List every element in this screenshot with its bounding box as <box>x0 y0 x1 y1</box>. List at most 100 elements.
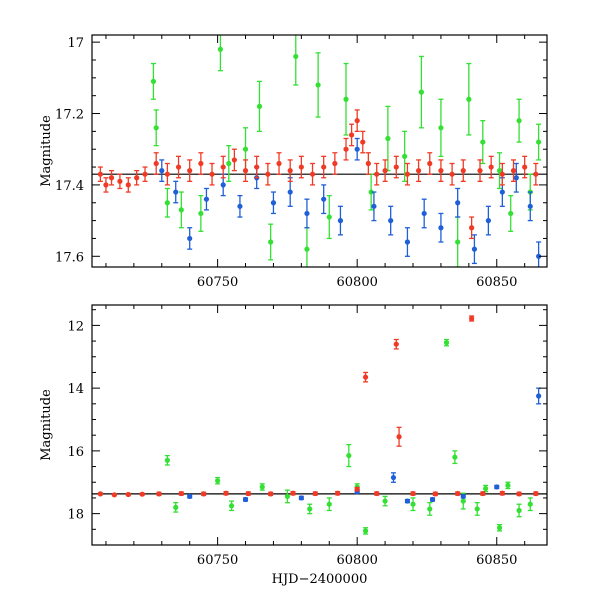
data-point <box>254 164 260 170</box>
data-point <box>427 160 433 167</box>
data-point <box>187 168 193 174</box>
data-point <box>315 82 321 88</box>
data-point <box>536 393 542 399</box>
series-1 <box>159 137 542 267</box>
data-point <box>287 168 293 174</box>
data-point <box>374 490 380 497</box>
data-point <box>438 168 444 174</box>
axes: 60750 60800 60850 17 17.2 17.4 17.6 Magnitude <box>39 35 547 290</box>
data-point <box>527 501 533 507</box>
data-point <box>108 175 115 181</box>
data-point <box>117 178 123 184</box>
data-point <box>309 171 316 177</box>
data-point <box>164 171 170 177</box>
data-point <box>223 490 229 496</box>
data-point <box>142 171 148 177</box>
data-point <box>460 498 466 504</box>
data-point <box>536 139 542 145</box>
y-tick-label: 12 <box>67 319 84 334</box>
data-point <box>259 484 265 490</box>
data-point <box>516 118 522 124</box>
data-point <box>516 491 522 497</box>
data-point <box>231 157 237 163</box>
axes: 60750 60800 60850 12 14 16 18 Magnitude HJD−2400… <box>39 305 547 587</box>
data-point <box>443 340 450 346</box>
data-point <box>164 200 170 206</box>
data-point <box>203 196 210 202</box>
data-point <box>153 125 159 131</box>
data-point <box>270 200 277 206</box>
data-point <box>510 168 517 174</box>
data-point <box>175 164 182 170</box>
data-point <box>178 490 184 497</box>
data-point <box>228 503 235 509</box>
data-point <box>268 491 274 497</box>
data-point <box>480 490 486 497</box>
data-point <box>516 507 522 514</box>
data-point <box>290 490 296 496</box>
data-point <box>139 491 145 497</box>
data-point <box>159 168 165 174</box>
data-point <box>242 146 249 152</box>
data-point <box>343 96 349 102</box>
data-point <box>245 490 251 497</box>
x-tick-label: 60750 <box>197 553 238 568</box>
y-tick-label: 17 <box>67 36 84 51</box>
y-tick-label: 17.6 <box>55 250 84 265</box>
data-point <box>522 164 528 170</box>
data-point <box>393 341 399 347</box>
data-point <box>404 239 411 245</box>
data-point <box>242 168 249 174</box>
data-point <box>321 164 327 170</box>
data-point <box>198 160 204 167</box>
series-2 <box>97 315 539 498</box>
y-tick-label: 17.4 <box>55 179 84 194</box>
series-1 <box>187 387 542 504</box>
data-point <box>173 504 179 510</box>
y-axis-label: Magnitude <box>39 389 54 461</box>
data-point <box>455 239 461 245</box>
data-point <box>533 171 539 177</box>
top-panel: 60750 60800 60850 17 17.2 17.4 17.6 Magnitude <box>39 34 548 290</box>
data-point <box>156 491 162 497</box>
data-point <box>362 374 369 380</box>
data-point <box>97 171 103 177</box>
y-axis-label: Magnitude <box>39 115 54 187</box>
data-point <box>513 175 519 181</box>
data-point <box>220 164 226 170</box>
data-point <box>469 225 475 231</box>
data-point <box>312 490 318 497</box>
data-point <box>293 53 299 60</box>
data-point <box>134 175 140 181</box>
data-point <box>354 486 360 492</box>
data-point <box>284 493 290 499</box>
data-point <box>215 478 221 484</box>
bottom-panel: 60750 60800 60850 12 14 16 18 Magnitude HJD−2400… <box>39 304 548 587</box>
plot-area <box>92 315 547 535</box>
data-point <box>460 493 466 499</box>
data-point <box>343 146 349 152</box>
data-point <box>368 189 374 195</box>
data-point <box>471 246 478 252</box>
data-point <box>198 210 204 217</box>
data-point <box>536 253 542 259</box>
data-point <box>496 168 503 174</box>
data-point <box>382 498 388 504</box>
data-point <box>173 189 179 195</box>
data-point <box>287 189 293 195</box>
data-point <box>201 491 207 497</box>
data-point <box>187 493 193 499</box>
x-tick-label: 60850 <box>476 275 517 290</box>
data-point <box>474 506 480 512</box>
data-point <box>385 135 391 142</box>
data-point <box>404 171 411 177</box>
data-point <box>268 239 274 245</box>
plot-area <box>92 35 547 267</box>
data-point <box>304 210 310 217</box>
data-point <box>469 315 475 322</box>
y-tick-label: 16 <box>67 445 84 460</box>
data-point <box>410 490 416 497</box>
x-tick-label: 60850 <box>476 553 517 568</box>
data-point <box>429 496 436 503</box>
